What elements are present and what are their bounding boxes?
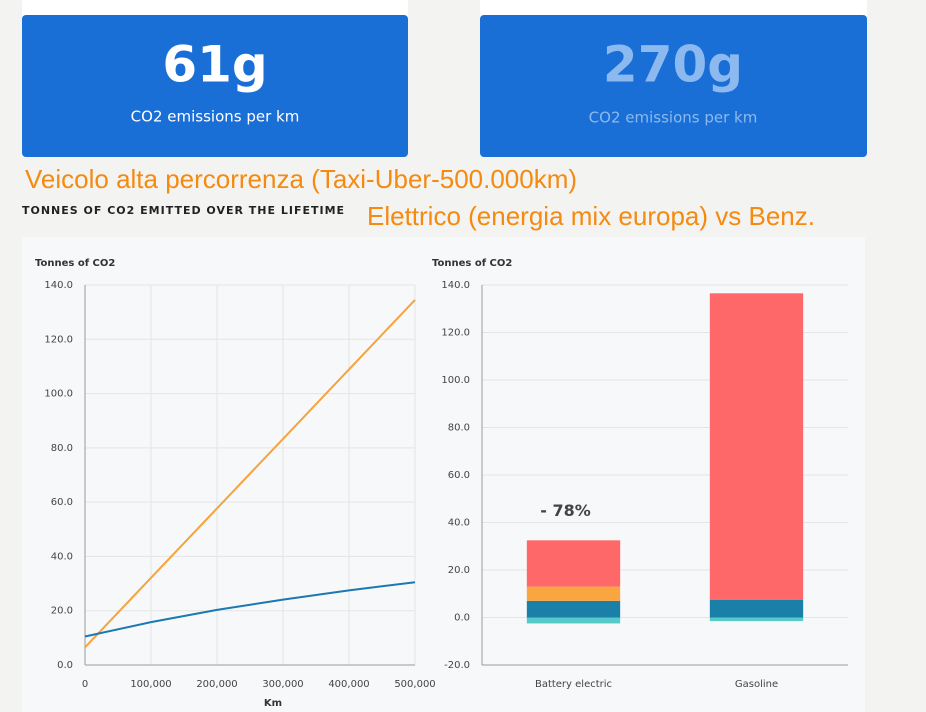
x-tick-label: 100,000 — [130, 679, 171, 690]
y-tick-label: 140.0 — [441, 280, 470, 291]
y-tick-label: 20.0 — [51, 606, 73, 617]
y-tick-label: -20.0 — [444, 660, 470, 671]
bar-segment — [526, 617, 621, 624]
y-tick-label: 120.0 — [441, 328, 470, 339]
x-tick-label: 300,000 — [262, 679, 303, 690]
y-tick-label: 80.0 — [51, 443, 73, 454]
x-axis-label: Km — [264, 698, 282, 709]
bar-segment — [526, 600, 621, 618]
bar-segment — [526, 540, 621, 587]
line-series — [84, 299, 416, 649]
line-series — [84, 581, 416, 638]
card-label: CO2 emissions per km — [131, 108, 300, 126]
bar-segment — [709, 599, 804, 618]
card — [480, 15, 867, 157]
y-tick-label: 40.0 — [448, 518, 470, 529]
card-label: CO2 emissions per km — [589, 109, 758, 127]
card-value: 270g — [603, 36, 743, 94]
y-tick-label: 20.0 — [448, 565, 470, 576]
x-tick-label: 200,000 — [196, 679, 237, 690]
y-tick-label: 0.0 — [57, 660, 73, 671]
bar-segment — [526, 586, 621, 601]
card-value: 61g — [162, 36, 267, 94]
x-tick-label: Battery electric — [535, 679, 612, 690]
y-tick-label: 40.0 — [51, 551, 73, 562]
x-tick-label: Gasoline — [735, 679, 778, 690]
y-tick-label: 100.0 — [44, 389, 73, 400]
x-tick-label: 500,000 — [394, 679, 435, 690]
bar-segment — [709, 293, 804, 600]
bar-segment — [709, 617, 804, 622]
y-tick-label: 60.0 — [448, 470, 470, 481]
section-title: TONNES OF CO2 EMITTED OVER THE LIFETIME — [22, 204, 345, 217]
y-axis-label: Tonnes of CO2 — [432, 258, 512, 269]
card — [22, 15, 408, 157]
y-tick-label: 60.0 — [51, 497, 73, 508]
y-tick-label: 120.0 — [44, 334, 73, 345]
y-axis-label: Tonnes of CO2 — [35, 258, 115, 269]
y-tick-label: 140.0 — [44, 280, 73, 291]
x-tick-label: 0 — [82, 679, 88, 690]
x-tick-label: 400,000 — [328, 679, 369, 690]
overlay-text: Veicolo alta percorrenza (Taxi-Uber-500.… — [25, 164, 577, 194]
y-tick-label: 0.0 — [454, 613, 470, 624]
overlay-text: Elettrico (energia mix europa) vs Benz. — [367, 201, 815, 231]
y-tick-label: 80.0 — [448, 423, 470, 434]
annotation: - 78% — [540, 501, 591, 520]
y-tick-label: 100.0 — [441, 375, 470, 386]
